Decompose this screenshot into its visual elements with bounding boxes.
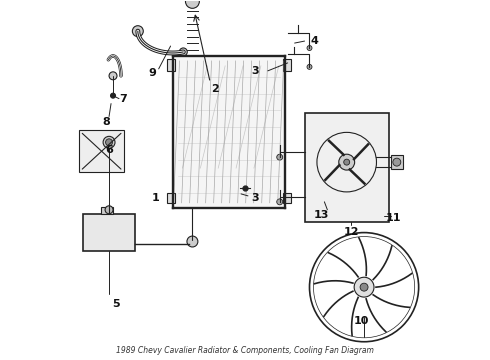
Circle shape [354,277,374,297]
Circle shape [393,158,401,166]
Text: 8: 8 [102,117,110,127]
Bar [79,130,124,172]
Bar [167,193,174,203]
Bar [172,56,285,208]
Bar [305,113,389,222]
Circle shape [185,0,199,8]
Circle shape [105,139,113,146]
Text: 10: 10 [353,316,369,326]
Bar [101,207,113,214]
Circle shape [109,72,117,80]
Circle shape [343,159,350,165]
Text: 4: 4 [311,36,319,46]
Circle shape [307,46,312,50]
Circle shape [307,64,312,69]
Bar [83,214,135,251]
Text: 12: 12 [343,226,359,237]
Text: 3: 3 [251,66,259,76]
Circle shape [339,154,355,170]
Text: 9: 9 [149,68,157,78]
Circle shape [277,199,283,205]
Circle shape [105,206,113,214]
Bar [283,193,291,203]
Bar [283,59,291,71]
Circle shape [103,136,115,148]
Text: 7: 7 [119,94,127,104]
Bar [391,155,403,169]
Text: 13: 13 [314,210,329,220]
Circle shape [179,48,187,56]
Text: 5: 5 [112,299,120,309]
Text: 3: 3 [251,193,259,203]
Circle shape [111,93,116,98]
Bar [167,59,174,71]
Text: 6: 6 [105,145,113,155]
Text: 11: 11 [386,213,402,223]
Text: 2: 2 [211,84,219,94]
Text: 1989 Chevy Cavalier Radiator & Components, Cooling Fan Diagram: 1989 Chevy Cavalier Radiator & Component… [116,346,374,355]
Circle shape [277,154,283,160]
Circle shape [132,26,143,37]
Text: 1: 1 [152,193,160,203]
Circle shape [187,236,198,247]
Circle shape [360,283,368,291]
